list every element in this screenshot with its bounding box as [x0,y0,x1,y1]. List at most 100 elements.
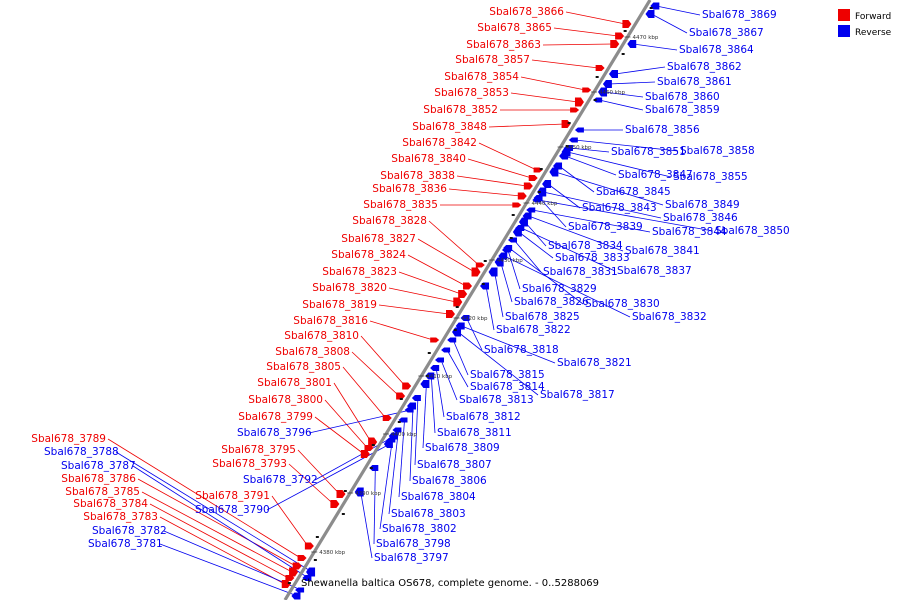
reverse-leader-line [379,439,393,530]
minor-feature [455,306,459,308]
minor-feature [537,191,541,193]
forward-leader-line [407,254,467,287]
forward-gene-label: Sbal678_3865 [477,22,552,34]
minor-feature [511,214,515,216]
minor-feature [427,352,431,354]
reverse-gene-label: Sbal678_3849 [665,199,740,211]
reverse-gene-arrow [518,217,528,227]
reverse-gene-arrow [568,137,578,143]
reverse-leader-line [518,231,554,259]
forward-leader-line [369,320,434,341]
genome-axis-line [283,0,652,600]
reverse-gene-label: Sbal678_3832 [632,311,707,323]
reverse-leader-line [314,435,395,481]
reverse-gene-label: Sbal678_3814 [470,381,545,393]
forward-leader-line [159,516,285,585]
forward-gene-label: Sbal678_3848 [412,121,487,133]
reverse-gene-label: Sbal678_3847 [618,169,693,181]
forward-gene-label: Sbal678_3823 [322,266,397,278]
axis-tick-label: 4470 kbp [632,35,658,41]
forward-gene-label: Sbal678_3820 [312,282,387,294]
reverse-leader-line [507,249,521,290]
reverse-leader-line [532,209,651,233]
forward-gene-label: Sbal678_3793 [212,458,287,470]
minor-feature [287,582,291,584]
reverse-leader-line [539,197,567,228]
minor-feature [371,444,375,446]
reverse-gene-arrow [549,167,559,177]
reverse-leader-line [398,419,405,498]
minor-feature [483,260,487,262]
reverse-leader-line [266,443,391,511]
reverse-leader-line [555,171,664,206]
reverse-gene-label: Sbal678_3843 [582,202,657,214]
axis-tick-label: 4450 kbp [566,145,592,151]
forward-leader-line [288,463,334,505]
reverse-leader-line [547,183,581,209]
reverse-gene-label: Sbal678_3861 [657,76,732,88]
forward-gene-arrow [289,567,299,577]
forward-gene-label: Sbal678_3783 [83,511,158,523]
reverse-gene-arrow [542,180,552,188]
forward-gene-arrow [471,267,481,277]
axis-tick-label: 4420 kbp [462,316,488,322]
legend-forward-swatch [838,9,850,21]
forward-leader-line [520,76,586,91]
axis-tick-label: 4460 kbp [599,90,625,96]
reverse-gene-label: Sbal678_3833 [555,252,630,264]
reverse-leader-line [466,317,483,351]
reverse-leader-line [388,429,399,515]
reverse-gene-arrow [593,97,603,103]
reverse-leader-line [633,43,678,51]
reverse-gene-label: Sbal678_3807 [417,459,492,471]
reverse-gene-label: Sbal678_3839 [568,221,643,233]
forward-gene-arrow [360,450,370,458]
forward-gene-arrow [330,500,340,508]
forward-gene-arrow [336,490,346,498]
reverse-leader-line [603,91,644,98]
reverse-gene-arrow [295,587,305,593]
forward-gene-label: Sbal678_3816 [293,315,368,327]
reverse-gene-label: Sbal678_3797 [374,552,449,564]
reverse-gene-arrow [522,212,532,220]
reverse-gene-label: Sbal678_3825 [505,311,580,323]
forward-gene-arrow [523,182,533,190]
reverse-gene-arrow [411,395,421,401]
reverse-gene-label: Sbal678_3841 [625,245,700,257]
reverse-gene-label: Sbal678_3802 [382,523,457,535]
forward-gene-label: Sbal678_3828 [352,215,427,227]
reverse-gene-label: Sbal678_3796 [237,427,312,439]
reverse-gene-arrow [441,347,451,353]
reverse-gene-label: Sbal678_3788 [44,446,119,458]
forward-gene-label: Sbal678_3789 [31,433,106,445]
reverse-gene-label: Sbal678_3845 [596,186,671,198]
reverse-leader-line [504,255,631,318]
reverse-gene-label: Sbal678_3809 [425,442,500,454]
forward-leader-line [448,188,521,197]
forward-gene-arrow [528,175,538,181]
forward-gene-arrow [368,437,378,447]
reverse-leader-line [558,165,595,193]
forward-leader-line [351,351,400,397]
reverse-gene-arrow [392,427,402,433]
forward-leader-line [488,123,565,128]
forward-gene-arrow [364,445,374,451]
forward-leader-line [137,478,296,567]
forward-gene-arrow [458,290,468,298]
forward-gene-label: Sbal678_3863 [466,39,541,51]
forward-gene-label: Sbal678_3810 [284,330,359,342]
minor-feature [425,375,429,377]
forward-gene-arrow [574,97,584,107]
reverse-gene-arrow [515,225,525,231]
reverse-gene-label: Sbal678_3804 [401,491,476,503]
forward-gene-label: Sbal678_3801 [257,377,332,389]
forward-gene-arrow [595,65,605,71]
reverse-gene-arrow [386,437,396,443]
reverse-gene-arrow [574,127,584,133]
axis-tick-label: 4380 kbp [319,550,345,556]
reverse-gene-arrow [645,10,655,18]
reverse-gene-label: Sbal678_3862 [667,61,742,73]
reverse-gene-arrow [452,327,462,337]
forward-gene-label: Sbal678_3819 [302,299,377,311]
